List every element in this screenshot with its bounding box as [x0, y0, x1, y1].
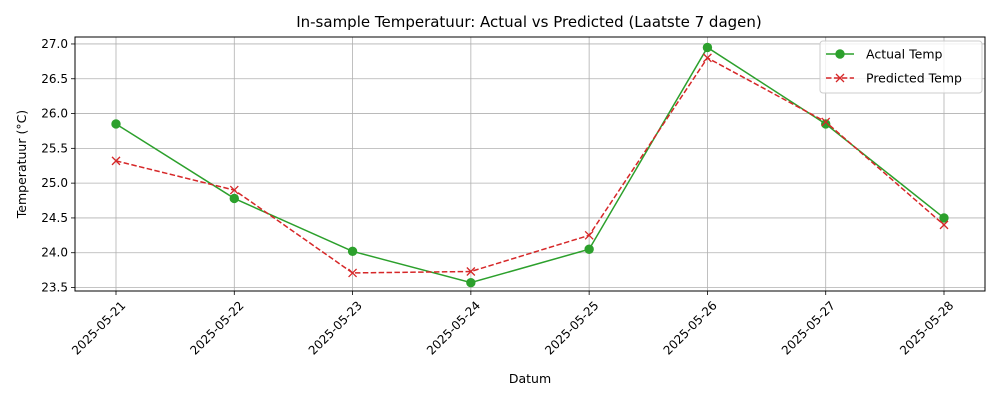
legend-actual-temp-label: Actual Temp	[866, 47, 943, 62]
x-tick-label: 2025-05-25	[542, 298, 601, 357]
legend: Actual Temp Predicted Temp	[819, 40, 983, 94]
predicted-temp-point	[348, 268, 358, 278]
actual-temp-point	[229, 193, 239, 204]
y-tick-label: 26.0	[41, 107, 68, 121]
y-tick-label: 24.0	[41, 246, 68, 260]
predicted-temp-point	[939, 220, 949, 230]
y-tick-label: 26.5	[41, 72, 68, 86]
actual-temp-point	[821, 119, 831, 129]
predicted-temp-point	[466, 267, 476, 276]
predicted-temp-point	[821, 117, 831, 127]
x-axis: 2025-05-21 2025-05-22 2025-05-23 2025-05-24…	[69, 291, 956, 358]
x-tick-label: 2025-05-22	[187, 298, 246, 357]
plot-frame	[74, 36, 986, 292]
x-tick-label: 2025-05-27	[779, 298, 838, 357]
actual-temp-point	[111, 119, 121, 129]
legend-actual-temp-marker	[835, 49, 845, 59]
y-tick-label: 24.5	[41, 211, 68, 225]
y-axis-label: Temperatuur (°C)	[14, 110, 29, 219]
predicted-temp-point	[111, 156, 121, 166]
predicted-temp-point	[229, 185, 239, 195]
y-tick-label: 23.5	[41, 281, 68, 295]
y-tick-label: 25.5	[41, 141, 68, 155]
series-markers	[111, 42, 949, 288]
y-tick-label: 27.0	[41, 37, 68, 51]
x-tick-label: 2025-05-21	[69, 298, 128, 357]
actual-temp-point	[939, 213, 949, 223]
actual-temp-point	[466, 277, 476, 288]
x-tick-label: 2025-05-28	[897, 298, 956, 357]
x-tick-label: 2025-05-26	[661, 298, 720, 357]
actual-temp-point	[702, 42, 713, 53]
y-tick-label: 25.0	[41, 176, 68, 190]
actual-temp-point	[584, 244, 594, 254]
series-lines	[115, 46, 945, 284]
y-axis: 23.5 24.0 24.5 25.0 25.5 26.0 26.5 27.0	[41, 37, 75, 295]
predicted-temp-point	[702, 53, 712, 63]
x-axis-label: Datum	[509, 371, 551, 386]
predicted-temp-line	[115, 56, 945, 274]
legend-predicted-temp-marker	[835, 73, 845, 83]
legend-predicted-temp-label: Predicted Temp	[866, 71, 962, 86]
grid-lines	[75, 37, 985, 291]
x-tick-label: 2025-05-24	[424, 298, 483, 357]
actual-temp-point	[347, 246, 358, 257]
predicted-temp-point	[584, 230, 594, 240]
chart-title: In-sample Temperatuur: Actual vs Predict…	[296, 13, 762, 31]
legend-box	[819, 40, 983, 94]
x-tick-label: 2025-05-23	[306, 298, 365, 357]
